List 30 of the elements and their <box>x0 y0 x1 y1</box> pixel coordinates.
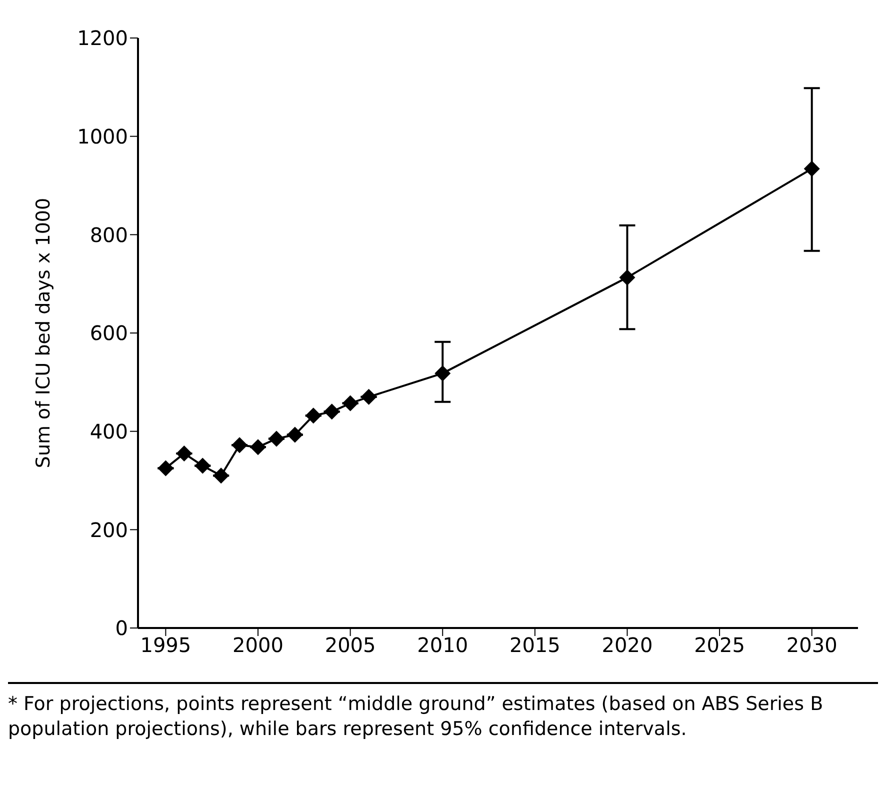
point <box>176 445 192 462</box>
point <box>158 460 174 476</box>
x-tick-label: 2015 <box>509 633 560 658</box>
y-tick-label: 0 <box>115 616 128 640</box>
x-tick-label: 2010 <box>417 633 468 658</box>
y-tick-label: 200 <box>90 518 128 542</box>
y-tick-label: 1000 <box>77 124 128 148</box>
text: * For projections, points represent “middle ground” estimates (based on ABS Series B population projections), while bars represent 95% confidence intervals. <box>8 692 824 742</box>
y-tick-label: 1200 <box>77 26 128 50</box>
point <box>804 160 820 177</box>
x-tick-label: 2025 <box>694 633 745 658</box>
point <box>342 395 358 412</box>
point <box>305 408 322 424</box>
point <box>268 430 284 447</box>
point <box>194 458 211 474</box>
x-tick-label: 2020 <box>602 633 653 658</box>
x-tick-label: 2030 <box>786 633 838 658</box>
y-tick-label: 400 <box>90 419 128 444</box>
x-tick-label: 2000 <box>232 633 284 658</box>
point <box>213 468 230 484</box>
x-tick-label: 1995 <box>140 633 192 658</box>
point <box>434 365 451 382</box>
y-tick-label: 600 <box>90 321 128 346</box>
point <box>619 269 636 286</box>
point <box>286 426 303 443</box>
x-tick-label: 2005 <box>324 633 376 658</box>
y-axis-title: Sum of ICU bed days x 1000 <box>32 198 55 468</box>
point <box>360 388 377 405</box>
point <box>324 404 340 420</box>
y-tick-label: 800 <box>90 222 128 247</box>
